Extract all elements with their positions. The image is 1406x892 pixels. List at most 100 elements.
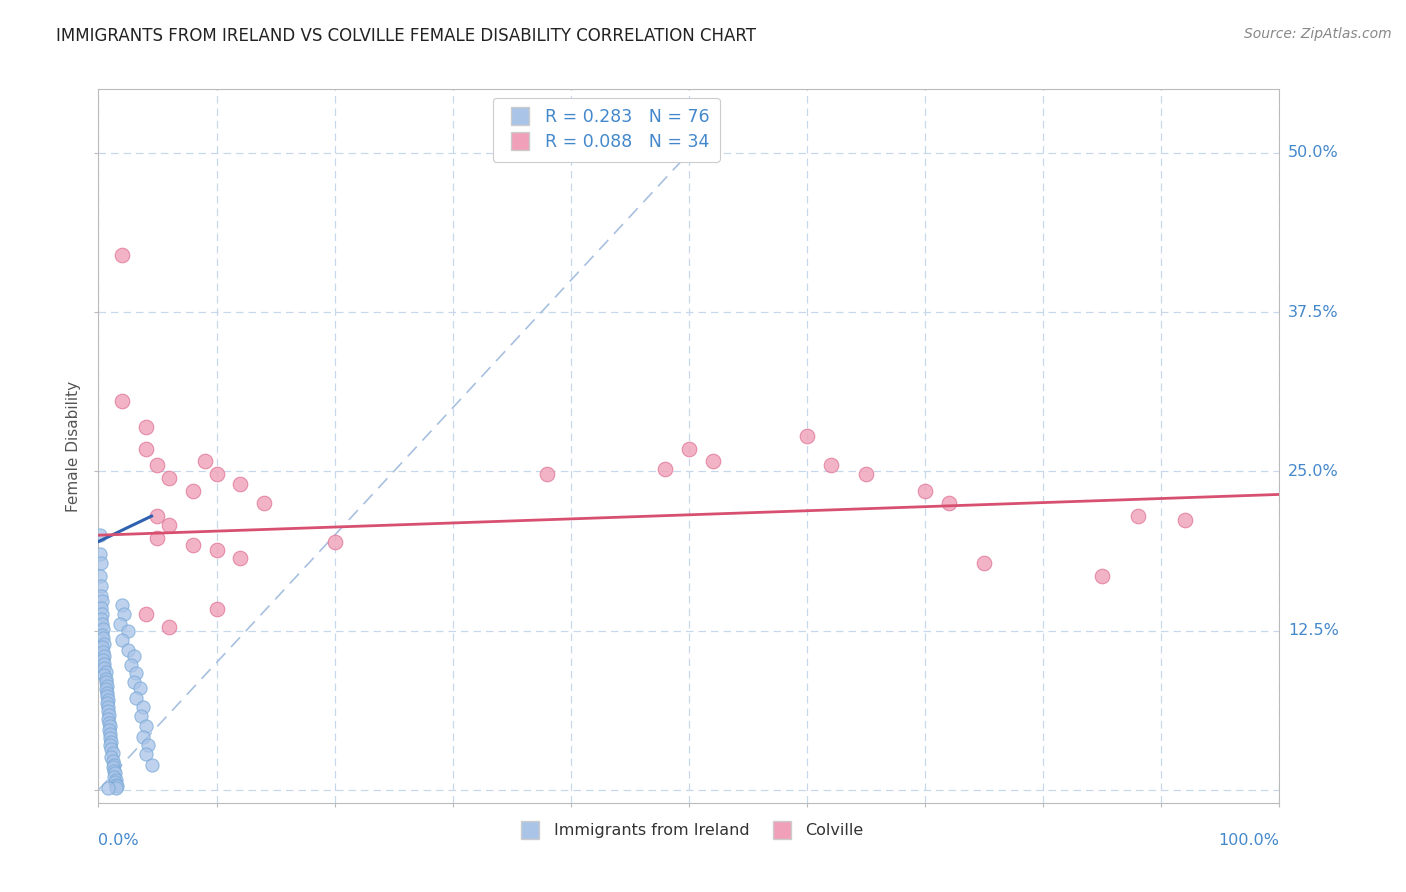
Point <box>91 607 114 622</box>
Point <box>1091 569 1114 583</box>
Point <box>104 766 127 780</box>
Point <box>94 665 117 679</box>
Text: 50.0%: 50.0% <box>1288 145 1339 161</box>
Point <box>100 742 122 756</box>
Point <box>122 674 145 689</box>
Point <box>105 779 128 793</box>
Point <box>96 689 118 703</box>
Point <box>98 727 121 741</box>
Point <box>90 600 112 615</box>
Text: 25.0%: 25.0% <box>1288 464 1339 479</box>
Point <box>121 658 143 673</box>
Point <box>111 248 134 262</box>
Point <box>229 551 252 566</box>
Text: 12.5%: 12.5% <box>1288 624 1339 639</box>
Point <box>938 496 960 510</box>
Point <box>98 731 121 745</box>
Point <box>654 462 676 476</box>
Point <box>111 394 134 409</box>
Point <box>94 672 117 686</box>
Point <box>90 590 112 604</box>
Point <box>132 700 155 714</box>
Point <box>105 778 128 792</box>
Point <box>91 645 114 659</box>
Point <box>104 775 127 789</box>
Point <box>132 730 155 744</box>
Point <box>108 617 131 632</box>
Point <box>141 757 163 772</box>
Point <box>205 467 228 481</box>
Point <box>157 518 180 533</box>
Point <box>914 483 936 498</box>
Point <box>97 780 120 795</box>
Point <box>146 458 169 472</box>
Point <box>91 640 114 655</box>
Point <box>101 754 124 768</box>
Point <box>91 632 114 646</box>
Point <box>796 429 818 443</box>
Point <box>229 477 252 491</box>
Point <box>98 719 121 733</box>
Point <box>973 556 995 570</box>
Point <box>97 704 120 718</box>
Point <box>855 467 877 481</box>
Point <box>820 458 842 472</box>
Point <box>105 772 128 787</box>
Point <box>129 709 152 723</box>
Text: 37.5%: 37.5% <box>1288 305 1339 319</box>
Point <box>112 607 135 622</box>
Point <box>91 653 114 667</box>
Point <box>536 467 558 481</box>
Point <box>93 636 115 650</box>
Point <box>111 599 134 613</box>
Point <box>323 534 346 549</box>
Point <box>100 750 122 764</box>
Point <box>91 617 114 632</box>
Point <box>98 739 121 753</box>
Point <box>125 691 148 706</box>
Point <box>90 579 112 593</box>
Point <box>194 454 217 468</box>
Point <box>146 509 169 524</box>
Point <box>103 770 125 784</box>
Point <box>135 607 157 622</box>
Point <box>97 700 120 714</box>
Point <box>135 420 157 434</box>
Point <box>1174 513 1197 527</box>
Point <box>98 707 121 722</box>
Text: 100.0%: 100.0% <box>1219 833 1279 848</box>
Point <box>136 739 159 753</box>
Text: Source: ZipAtlas.com: Source: ZipAtlas.com <box>1244 27 1392 41</box>
Point <box>97 692 120 706</box>
Point <box>100 734 122 748</box>
Y-axis label: Female Disability: Female Disability <box>66 380 82 512</box>
Point <box>97 712 120 726</box>
Point <box>91 594 114 608</box>
Point <box>702 454 724 468</box>
Point <box>98 715 121 730</box>
Point <box>135 747 157 762</box>
Point <box>89 528 111 542</box>
Point <box>135 442 157 456</box>
Point <box>90 556 112 570</box>
Point <box>93 657 115 671</box>
Point <box>128 681 150 695</box>
Point <box>93 649 115 664</box>
Point <box>678 442 700 456</box>
Point <box>105 780 128 795</box>
Point <box>91 623 114 637</box>
Point <box>103 764 125 778</box>
Point <box>181 538 204 552</box>
Point <box>90 612 112 626</box>
Point <box>157 620 180 634</box>
Point <box>94 682 117 697</box>
Point <box>96 679 118 693</box>
Point <box>125 665 148 680</box>
Point <box>135 719 157 733</box>
Point <box>101 746 124 760</box>
Point <box>1126 509 1149 524</box>
Point <box>98 723 121 738</box>
Point <box>122 649 145 664</box>
Point <box>181 483 204 498</box>
Point <box>205 543 228 558</box>
